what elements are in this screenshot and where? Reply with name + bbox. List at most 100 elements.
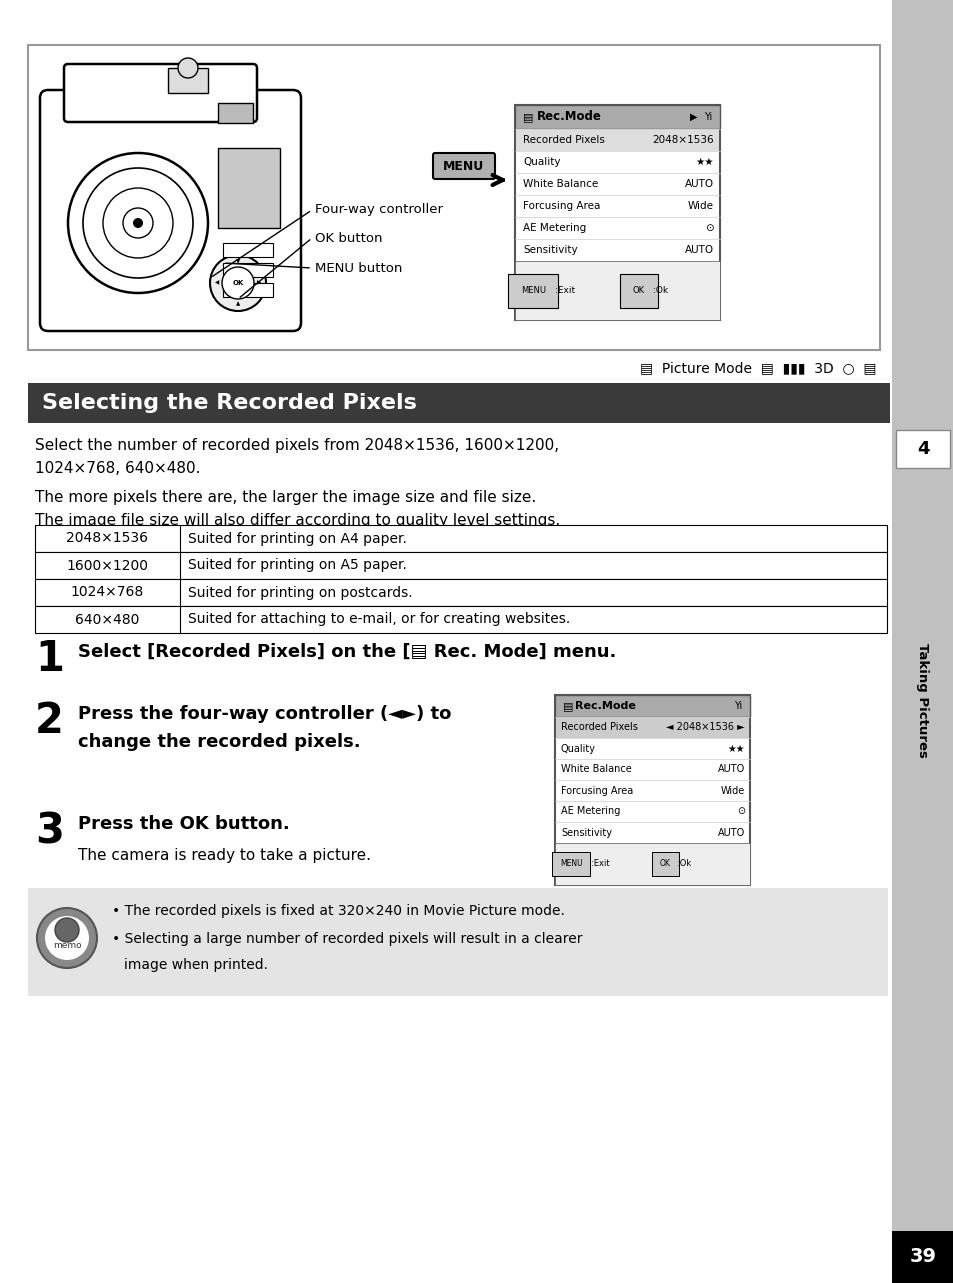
Text: Select the number of recorded pixels from 2048×1536, 1600×1200,: Select the number of recorded pixels fro… [35, 438, 558, 453]
Text: ▼: ▼ [235, 259, 240, 264]
Text: • Selecting a large number of recorded pixels will result in a clearer: • Selecting a large number of recorded p… [112, 931, 582, 946]
Text: 2048×1536: 2048×1536 [652, 135, 713, 145]
Text: 1024×768: 1024×768 [71, 585, 144, 599]
Text: Quality: Quality [522, 157, 560, 167]
Text: AUTO: AUTO [717, 828, 744, 838]
Text: Taking Pictures: Taking Pictures [916, 643, 928, 757]
Text: Wide: Wide [720, 785, 744, 795]
Bar [223, 284, 273, 296]
Text: MENU: MENU [520, 286, 545, 295]
Bar [35, 606, 886, 633]
FancyBboxPatch shape [433, 153, 495, 180]
Bar [555, 695, 749, 717]
Text: :Ok: :Ok [652, 286, 667, 295]
Text: 640×480: 640×480 [75, 612, 139, 626]
Text: AE Metering: AE Metering [522, 223, 586, 234]
Text: The image file size will also differ according to quality level settings.: The image file size will also differ acc… [35, 513, 559, 529]
Text: Forcusing Area: Forcusing Area [522, 201, 599, 210]
Text: OK: OK [633, 286, 644, 295]
Text: Wide: Wide [687, 201, 713, 210]
Text: 2: 2 [35, 701, 64, 742]
Text: The camera is ready to take a picture.: The camera is ready to take a picture. [78, 848, 371, 863]
Bar [516, 130, 719, 151]
FancyBboxPatch shape [64, 64, 256, 122]
Text: Press the four-way controller (◄►) to: Press the four-way controller (◄►) to [78, 704, 451, 724]
Text: Suited for printing on A5 paper.: Suited for printing on A5 paper. [188, 558, 406, 572]
Text: OK: OK [233, 280, 243, 286]
Text: Four-way controller: Four-way controller [314, 204, 442, 217]
FancyBboxPatch shape [40, 90, 301, 331]
Text: OK: OK [659, 860, 670, 869]
Bar [515, 105, 720, 130]
Bar [891, 0, 953, 1283]
Text: ◀: ◀ [214, 281, 219, 286]
Text: ▤: ▤ [522, 112, 533, 122]
Bar [556, 717, 748, 738]
Text: • The recorded pixels is fixed at 320×240 in Movie Picture mode.: • The recorded pixels is fixed at 320×24… [112, 905, 564, 919]
Text: Yi: Yi [703, 112, 712, 122]
Bar [168, 68, 208, 92]
Text: AUTO: AUTO [684, 180, 713, 189]
Text: Quality: Quality [560, 744, 596, 753]
Text: Sensitivity: Sensitivity [560, 828, 612, 838]
Text: Recorded Pixels: Recorded Pixels [522, 135, 604, 145]
Text: MENU: MENU [559, 860, 582, 869]
Text: 4: 4 [916, 440, 928, 458]
Circle shape [178, 58, 198, 78]
Bar [28, 888, 887, 996]
Text: ★★: ★★ [695, 157, 713, 167]
Text: 2048×1536: 2048×1536 [67, 531, 149, 545]
Text: 1: 1 [35, 638, 64, 680]
Bar [223, 263, 273, 277]
Circle shape [45, 916, 89, 960]
Text: :Exit: :Exit [590, 860, 609, 869]
Text: Suited for printing on postcards.: Suited for printing on postcards. [188, 585, 413, 599]
Text: Recorded Pixels: Recorded Pixels [560, 722, 638, 733]
Text: AUTO: AUTO [684, 245, 713, 255]
Text: ▶: ▶ [256, 281, 261, 286]
Text: :Exit: :Exit [555, 286, 575, 295]
Bar [28, 384, 889, 423]
Text: Rec.Mode: Rec.Mode [575, 701, 636, 711]
Text: memo: memo [52, 942, 81, 951]
Text: MENU button: MENU button [314, 262, 402, 275]
Circle shape [55, 919, 79, 942]
Bar [515, 260, 720, 319]
Circle shape [37, 908, 97, 967]
Text: ⊙: ⊙ [704, 223, 713, 234]
Bar [28, 45, 879, 350]
Text: :Ok: :Ok [677, 860, 691, 869]
Bar [35, 579, 886, 606]
Text: White Balance: White Balance [560, 765, 631, 775]
Circle shape [210, 255, 266, 310]
Text: ▶: ▶ [689, 112, 697, 122]
Circle shape [132, 218, 143, 228]
Text: Sensitivity: Sensitivity [522, 245, 577, 255]
Text: MENU: MENU [443, 159, 484, 172]
Text: Select [Recorded Pixels] on the [▤ Rec. Mode] menu.: Select [Recorded Pixels] on the [▤ Rec. … [78, 643, 616, 661]
Text: Selecting the Recorded Pixels: Selecting the Recorded Pixels [42, 393, 416, 413]
Text: 1024×768, 640×480.: 1024×768, 640×480. [35, 461, 200, 476]
Text: ▲: ▲ [235, 302, 240, 307]
Circle shape [222, 267, 253, 299]
Text: Forcusing Area: Forcusing Area [560, 785, 633, 795]
Text: 1600×1200: 1600×1200 [67, 558, 149, 572]
Bar [35, 552, 886, 579]
Bar [515, 105, 720, 319]
Bar [555, 843, 749, 885]
Text: Yi: Yi [733, 701, 741, 711]
Text: AE Metering: AE Metering [560, 807, 619, 816]
Text: ▤: ▤ [562, 701, 573, 711]
Text: 3: 3 [35, 810, 64, 852]
Text: ★★: ★★ [727, 744, 744, 753]
Text: Press the OK button.: Press the OK button. [78, 815, 290, 833]
Text: Rec.Mode: Rec.Mode [537, 110, 601, 123]
Text: image when printed.: image when printed. [124, 958, 268, 973]
Bar [555, 695, 749, 885]
Text: White Balance: White Balance [522, 180, 598, 189]
Text: AUTO: AUTO [717, 765, 744, 775]
Text: ▤  Picture Mode  ▤  ▮▮▮  3D  ○  ▤: ▤ Picture Mode ▤ ▮▮▮ 3D ○ ▤ [639, 361, 876, 375]
Text: Suited for printing on A4 paper.: Suited for printing on A4 paper. [188, 531, 406, 545]
Bar [895, 430, 949, 468]
Text: ◄ 2048×1536 ►: ◄ 2048×1536 ► [666, 722, 744, 733]
